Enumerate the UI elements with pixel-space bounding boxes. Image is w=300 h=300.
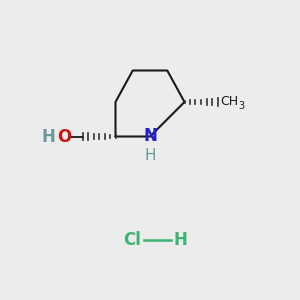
Text: Cl: Cl bbox=[123, 231, 141, 249]
Text: N: N bbox=[143, 127, 157, 145]
Text: O: O bbox=[57, 128, 72, 146]
Text: H: H bbox=[41, 128, 55, 146]
Text: CH: CH bbox=[220, 94, 238, 108]
Text: H: H bbox=[144, 148, 156, 164]
Text: 3: 3 bbox=[238, 100, 244, 111]
Text: H: H bbox=[173, 231, 187, 249]
